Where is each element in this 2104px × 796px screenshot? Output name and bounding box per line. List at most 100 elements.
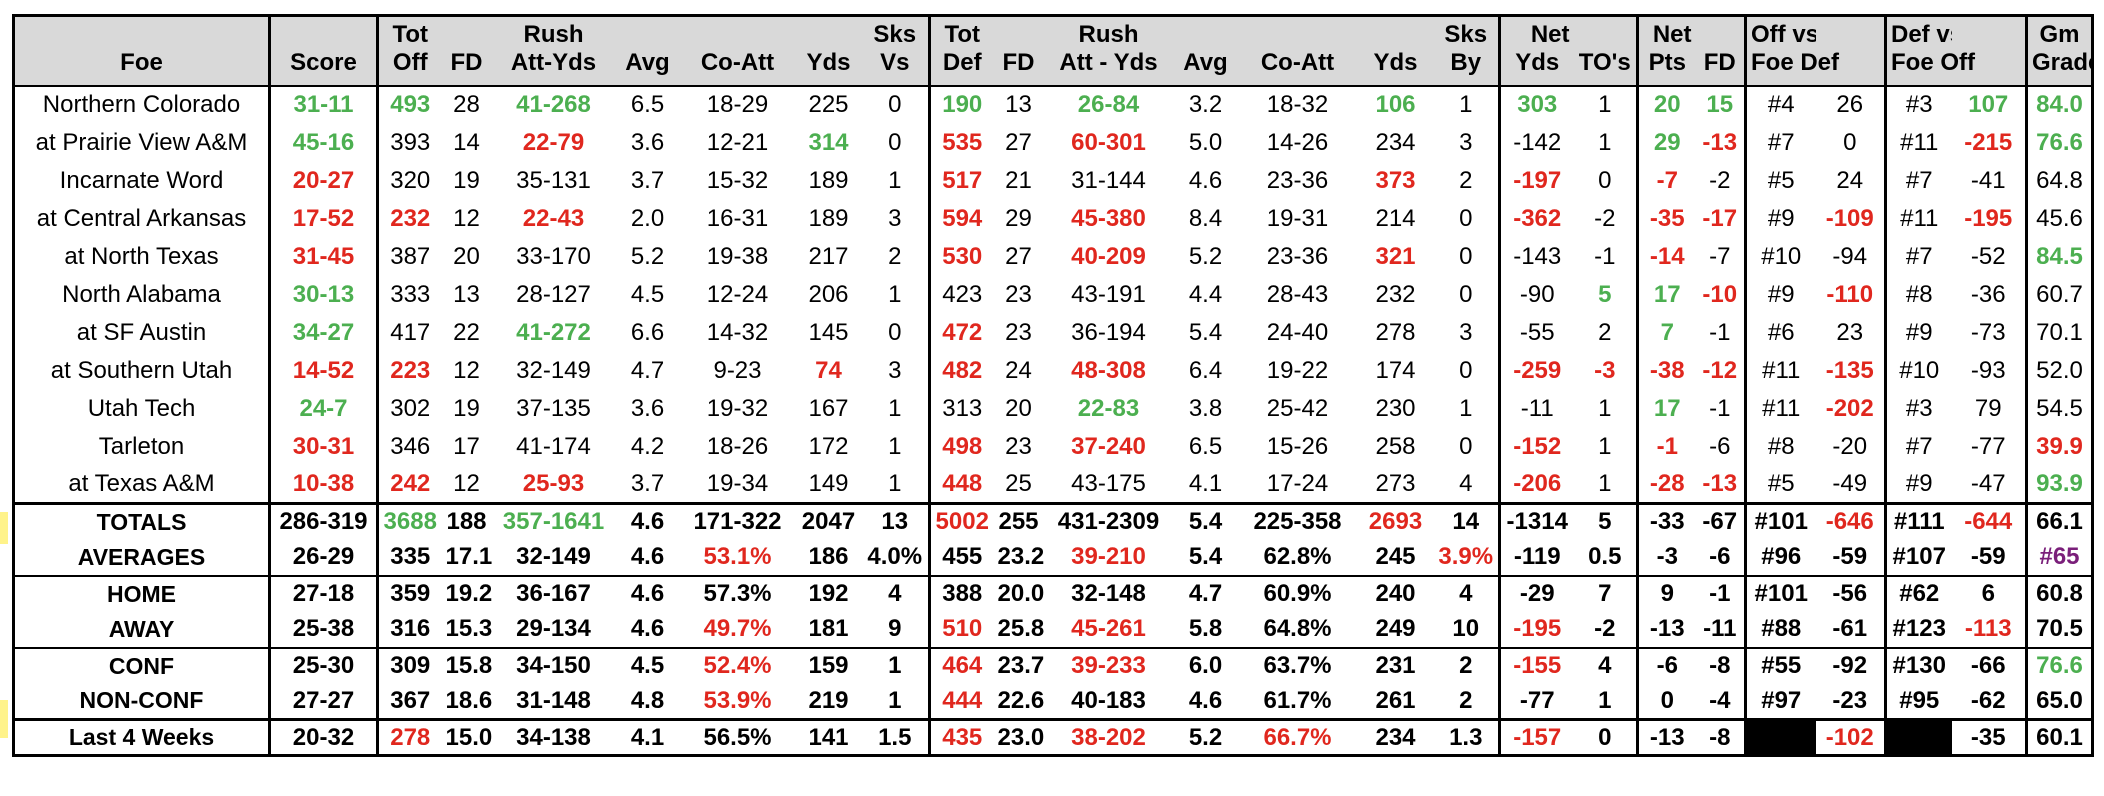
cell-def-fd: 27 (1005, 128, 1032, 156)
cell-gm-grade: 66.1 (2025, 502, 2094, 540)
col-header-def-rush-avg: Avg (1173, 48, 1238, 87)
col-header-def-pass-yds (1357, 14, 1434, 49)
cell-rush-att-yds: 34-150 (491, 646, 616, 684)
cell-off-vs-rank: #55 (1744, 646, 1816, 684)
cell-def-vs-rank: #111 (1884, 502, 1952, 540)
cell-def-vs-val: -66 (1951, 646, 2027, 684)
col-header-net-fd: FD (1695, 48, 1746, 87)
cell-foe: AWAY (12, 611, 270, 648)
cell-rush-att-yds: 34-138 (491, 718, 616, 757)
cell-pass-yds: 2047 (795, 502, 862, 540)
cell-def-fd: 23 (1005, 432, 1032, 460)
cell-off-vs-rank: #10 (1744, 237, 1816, 276)
cell-rush-att-yds: 33-170 (516, 242, 591, 270)
cell-net-fd: -13 (1702, 469, 1738, 497)
cell-off-fd: 12 (453, 356, 480, 384)
summary-row: HOME 27-18 359 19.2 36-167 4.6 57.3% 192 4 388 20.… (12, 574, 2094, 612)
cell-def-rush-att-yds: 39-210 (1071, 543, 1146, 570)
cell-sks-vs: 4.0% (867, 543, 923, 570)
cell-pass-yds: 141 (795, 718, 862, 757)
cell-rush-avg: 4.8 (630, 686, 665, 714)
cell-def-rush-avg: 5.4 (1173, 502, 1238, 540)
col-header-net-fd (1695, 14, 1746, 49)
cell-sks-vs: 1 (888, 469, 902, 497)
cell-sks-by: 14 (1433, 502, 1500, 540)
col-header-tot-off: Tot (376, 14, 442, 49)
cell-rush-avg: 5.2 (630, 242, 665, 270)
summary-row: TOTALS 286-319 3688 188 357-1641 4.6 171-322 20… (12, 502, 2094, 540)
cell-def-vs-val: -644 (1951, 502, 2027, 540)
cell-def-rush-avg: 4.6 (1188, 686, 1223, 714)
cell-score: 17-52 (268, 199, 378, 238)
cell-def-fd: 20 (1005, 394, 1032, 422)
cell-off-vs-val: -110 (1826, 280, 1874, 308)
cell-off-vs-rank: #101 (1744, 574, 1816, 612)
cell-sks-vs: 3 (888, 204, 902, 232)
cell-off-vs-rank: #7 (1744, 123, 1816, 162)
cell-def-co-att: 61.7% (1263, 686, 1332, 714)
cell-off-vs-val: -102 (1815, 718, 1886, 757)
col-header-gm-grade: Gm (2025, 14, 2094, 49)
cell-def-pass-yds: 106 (1375, 91, 1416, 118)
cell-tot-def: 435 (928, 718, 994, 757)
cell-off-fd: 15.3 (445, 615, 492, 642)
cell-def-rush-att-yds: 32-148 (1043, 574, 1174, 612)
cell-def-fd: 255 (993, 502, 1044, 540)
cell-tot-off: 223 (376, 351, 442, 390)
col-header-net-yds: Net (1498, 14, 1574, 49)
cell-rush-avg: 3.7 (630, 166, 665, 194)
cell-tot-def: 535 (928, 123, 994, 162)
cell-net-yds: -206 (1498, 465, 1574, 504)
cell-off-vs-rank: #88 (1744, 611, 1816, 648)
cell-def-pass-yds: 240 (1357, 574, 1434, 612)
cell-gm-grade: 84.0 (2025, 85, 2094, 124)
cell-def-pass-yds: 261 (1375, 686, 1416, 714)
cell-net-yds: -155 (1498, 646, 1574, 684)
cell-def-pass-yds: 245 (1375, 543, 1416, 570)
col-header-def-pass-yds: Yds (1357, 48, 1434, 87)
cell-rush-att-yds: 32-149 (516, 356, 591, 384)
cell-def-rush-att-yds: 48-308 (1071, 356, 1146, 384)
cell-co-att: 18-29 (706, 91, 769, 118)
cell-tot-off: 316 (376, 611, 442, 648)
cell-def-pass-yds: 273 (1375, 469, 1416, 497)
cell-net-fd: -1 (1709, 318, 1731, 346)
cell-net-pts: -14 (1636, 237, 1696, 276)
game-row: at Texas A&M 10-38 242 12 25-93 3.7 19-34 149 1 4… (12, 465, 2094, 504)
col-header-off-vs-rank: Foe Def (1744, 48, 1839, 87)
cell-tot-def: 530 (928, 237, 994, 276)
cell-co-att: 19-38 (706, 242, 769, 270)
cell-def-vs-rank: #9 (1884, 465, 1952, 504)
cell-rush-avg: 6.5 (630, 91, 665, 118)
cell-sks-by: 4 (1433, 574, 1500, 612)
cell-foe: Northern Colorado (12, 85, 270, 124)
cell-def-rush-avg: 4.7 (1173, 574, 1238, 612)
cell-off-vs-val: 0 (1843, 128, 1857, 156)
cell-net-yds: -362 (1498, 199, 1574, 238)
cell-def-vs-rank: #3 (1884, 85, 1952, 124)
game-row: Utah Tech 24-7 302 19 37-135 3.6 19-32 167 1 313 2… (12, 389, 2094, 428)
cell-def-fd: 24 (1005, 356, 1032, 384)
cell-foe: at SF Austin (12, 313, 270, 352)
col-header-net-to (1573, 14, 1638, 49)
col-header-off-fd (441, 14, 492, 49)
cell-sks-vs: 1 (888, 280, 902, 308)
cell-off-vs-rank: #97 (1744, 683, 1816, 720)
cell-def-vs-val: -77 (1970, 432, 2006, 460)
cell-net-to: -2 (1594, 204, 1616, 232)
cell-co-att: 12-24 (706, 280, 769, 308)
cell-off-vs-val: -135 (1825, 356, 1874, 384)
cell-net-yds: -152 (1498, 427, 1574, 466)
cell-rush-avg: 4.5 (630, 280, 665, 308)
cell-def-fd: 25 (1005, 469, 1032, 497)
cell-gm-grade: 54.5 (2025, 389, 2094, 428)
cell-gm-grade: 93.9 (2025, 465, 2094, 504)
cell-pass-yds: 217 (808, 242, 849, 270)
summary-row: CONF 25-30 309 15.8 34-150 4.5 52.4% 159 1 464 23.… (12, 646, 2094, 684)
cell-net-to: 0 (1573, 718, 1638, 757)
col-header-def-vs-rank: Foe Off (1884, 48, 1975, 87)
cell-def-rush-att-yds: 45-261 (1071, 615, 1146, 642)
cell-net-pts: 17 (1636, 275, 1696, 314)
cell-off-fd: 18.6 (445, 686, 492, 714)
